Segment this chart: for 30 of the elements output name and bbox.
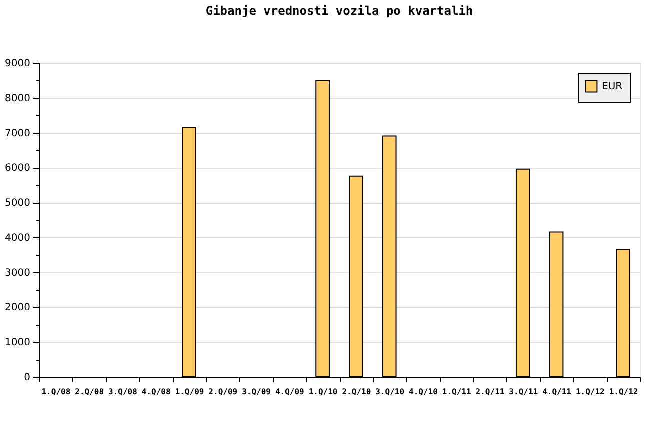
x-tick-label: 3.Q/10 <box>376 388 405 396</box>
y-tick-label: 4000 <box>5 232 30 244</box>
legend-label: EUR <box>602 82 623 92</box>
y-tick-label: 8000 <box>5 93 30 104</box>
x-tick-label: 1.Q/12 <box>609 388 638 396</box>
x-tick-label: 3.Q/11 <box>509 388 538 396</box>
x-tick-label: 4.Q/11 <box>542 388 572 396</box>
x-tick-label: 1.Q/11 <box>442 388 472 396</box>
y-tick-label: 3000 <box>5 268 30 279</box>
x-tick-label: 4.Q/09 <box>275 388 305 396</box>
x-tick-label: 1.Q/12 <box>576 388 606 396</box>
y-tick-label: 9000 <box>5 58 30 70</box>
x-tick-label: 2.Q/09 <box>208 388 238 396</box>
x-tick-label: 2.Q/10 <box>342 388 372 396</box>
x-tick-label: 3.Q/08 <box>108 388 138 396</box>
y-tick-label: 1000 <box>5 338 30 349</box>
x-tick-label: 2.Q/11 <box>476 388 505 396</box>
chart-title: Gibanje vrednosti vozila po kvartalih <box>206 4 474 18</box>
x-tick-label: 1.Q/09 <box>175 388 204 396</box>
x-tick-label: 4.Q/08 <box>142 388 171 396</box>
y-tick-label: 0 <box>24 372 30 384</box>
y-tick-label: 5000 <box>5 198 30 210</box>
x-tick-label: 2.Q/08 <box>75 388 104 396</box>
x-tick-label: 4.Q/10 <box>409 388 438 396</box>
y-tick-label: 7000 <box>5 128 30 140</box>
x-tick-label: 3.Q/09 <box>242 388 272 396</box>
x-tick-label: 1.Q/10 <box>308 388 338 396</box>
x-tick-label: 1.Q/08 <box>42 388 71 396</box>
y-tick-label: 6000 <box>5 163 30 174</box>
y-tick-label: 2000 <box>5 302 30 314</box>
